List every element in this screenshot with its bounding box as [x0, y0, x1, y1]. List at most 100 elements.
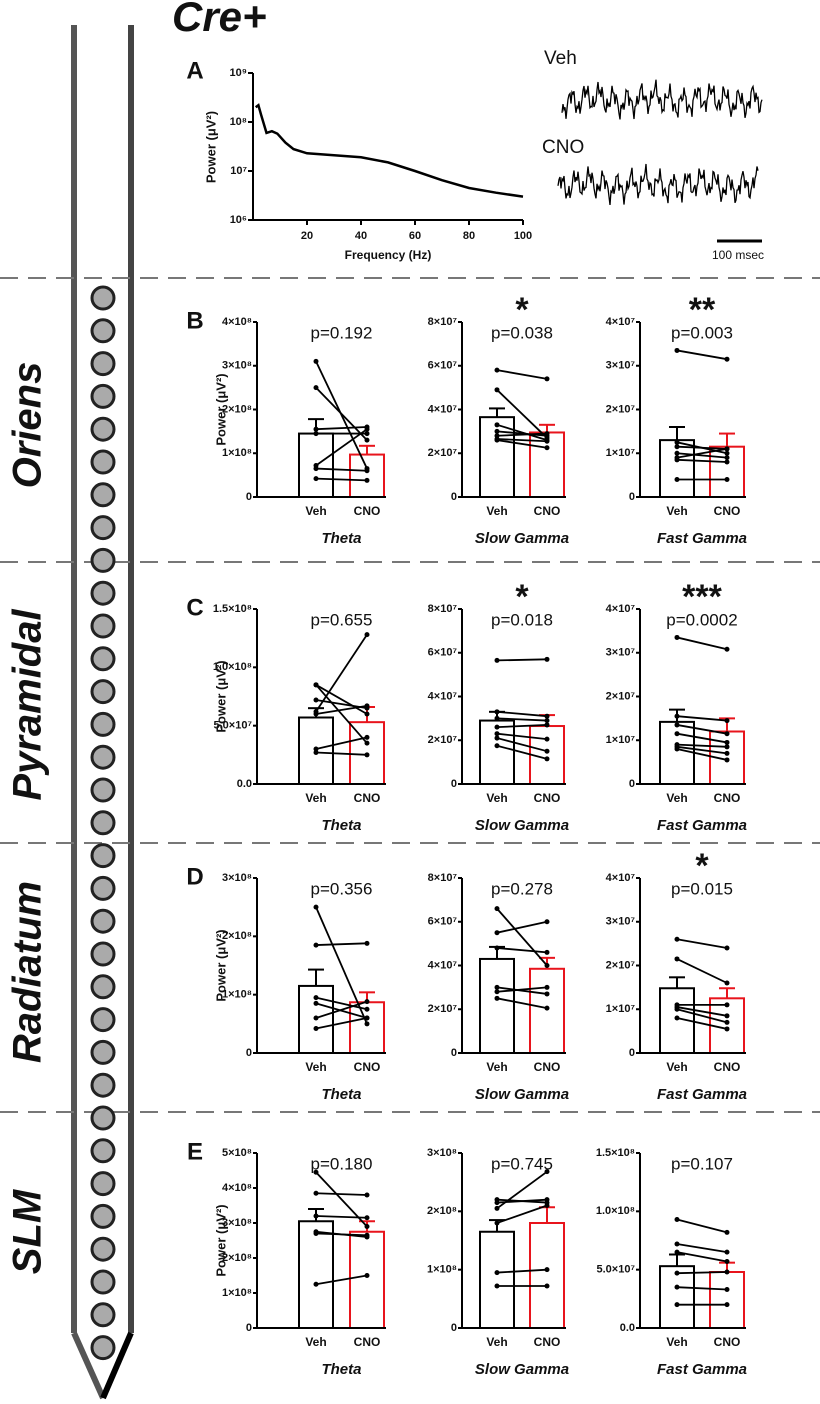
- subject-line: [676, 458, 728, 463]
- panel-label: E: [187, 1138, 203, 1165]
- y-tick-label: 4×10⁷: [428, 959, 458, 971]
- subject-line: [315, 386, 368, 441]
- p-value: p=0.356: [311, 879, 373, 898]
- electrode-site: [90, 351, 116, 377]
- subject-point: [364, 1015, 370, 1021]
- subject-point: [724, 744, 730, 750]
- subject-point: [313, 1281, 319, 1287]
- axes: [461, 1153, 566, 1329]
- y-tick-label: 3×10⁷: [606, 360, 636, 372]
- subject-line: [496, 1170, 548, 1210]
- axes: [256, 878, 386, 1054]
- subject-line: [676, 748, 728, 761]
- electrode-site: [90, 843, 116, 869]
- bar: [479, 719, 515, 785]
- electrode-site: [90, 1203, 116, 1229]
- subject-line: [496, 986, 548, 993]
- subject-point: [724, 1019, 730, 1025]
- x-tick-label: CNO: [534, 791, 561, 805]
- subject-point: [544, 1005, 550, 1011]
- y-tick-label: 2×10⁷: [606, 690, 636, 702]
- subject-point: [724, 945, 730, 951]
- subject-line: [496, 724, 548, 729]
- p-value: p=0.278: [491, 879, 553, 898]
- subject-point: [724, 1002, 730, 1008]
- subject-point: [724, 731, 730, 737]
- chart-title: Fast Gamma: [657, 1086, 747, 1103]
- subject-line: [496, 423, 548, 441]
- chart-title: Fast Gamma: [657, 1361, 747, 1378]
- electrode-site: [90, 711, 116, 737]
- trace: [561, 79, 763, 120]
- subject-point: [544, 963, 550, 968]
- x-tick-label: CNO: [354, 1335, 381, 1349]
- subject-line: [496, 369, 548, 380]
- subject-point: [674, 1015, 680, 1021]
- layer-label: Pyramidal: [6, 609, 50, 801]
- axes: [256, 322, 386, 498]
- subject-line: [676, 938, 728, 949]
- subject-point: [544, 438, 550, 444]
- x-tick-label: Veh: [666, 1335, 687, 1349]
- panel-label: A: [186, 57, 203, 84]
- subject-point: [724, 750, 730, 756]
- electrode-site: [90, 613, 116, 639]
- p-value: p=0.015: [671, 879, 733, 898]
- electrode-site: [90, 1335, 116, 1361]
- y-tick-label: 4×10⁷: [606, 603, 636, 615]
- subject-point: [724, 1026, 730, 1032]
- subject-point: [724, 1013, 730, 1019]
- subject-point: [364, 940, 370, 946]
- subject-point: [724, 450, 730, 456]
- subject-point: [674, 1241, 680, 1247]
- y-tick-label: 4×10⁷: [606, 316, 636, 328]
- y-tick-label: 1.0×10⁸: [596, 1205, 635, 1217]
- subject-point: [313, 750, 319, 755]
- subject-line: [676, 452, 728, 459]
- x-tick-label: Veh: [305, 1335, 326, 1349]
- subject-point: [364, 1192, 370, 1198]
- subject-line: [676, 1008, 728, 1024]
- y-tick-label: 1×10⁸: [222, 447, 252, 459]
- subject-point: [494, 906, 500, 912]
- subject-point: [313, 942, 319, 948]
- x-tick-label: CNO: [354, 1060, 381, 1074]
- y-tick-label: 0: [451, 1322, 457, 1334]
- subject-point: [364, 1006, 370, 1012]
- electrode-site: [90, 1171, 116, 1197]
- y-tick-label: 0.0: [620, 1322, 635, 1334]
- subject-line: [676, 636, 728, 651]
- x-tick-label: Veh: [486, 791, 507, 805]
- chart-title: Slow Gamma: [475, 1361, 569, 1378]
- subject-point: [724, 718, 730, 724]
- y-tick-label: 0: [629, 1047, 635, 1059]
- subject-point: [364, 1273, 370, 1278]
- x-tick-label: 20: [301, 230, 313, 242]
- chart-title: Fast Gamma: [657, 530, 747, 547]
- subject-line: [315, 1215, 368, 1219]
- subject-line: [315, 477, 368, 482]
- subject-point: [313, 1015, 319, 1021]
- x-tick-label: 80: [463, 230, 475, 242]
- subject-point: [313, 1026, 319, 1031]
- y-tick-label: 4×10⁷: [428, 403, 458, 415]
- y-tick-label: 0.0: [237, 778, 252, 790]
- subject-point: [364, 426, 370, 432]
- subject-point: [313, 431, 319, 437]
- layer-label: Oriens: [6, 362, 50, 489]
- subject-point: [674, 956, 680, 962]
- subject-point: [494, 735, 500, 741]
- x-tick-label: CNO: [534, 504, 561, 518]
- subject-point: [674, 450, 680, 456]
- x-tick-label: CNO: [714, 504, 741, 518]
- subject-point: [313, 1231, 319, 1236]
- subject-line: [676, 445, 728, 450]
- subject-point: [544, 1197, 550, 1203]
- subject-point: [674, 722, 680, 728]
- subject-point: [544, 748, 550, 754]
- subject-line: [315, 1000, 368, 1019]
- axes: [461, 878, 566, 1054]
- y-tick-label: 6×10⁷: [428, 360, 458, 372]
- electrode-site: [90, 1105, 116, 1131]
